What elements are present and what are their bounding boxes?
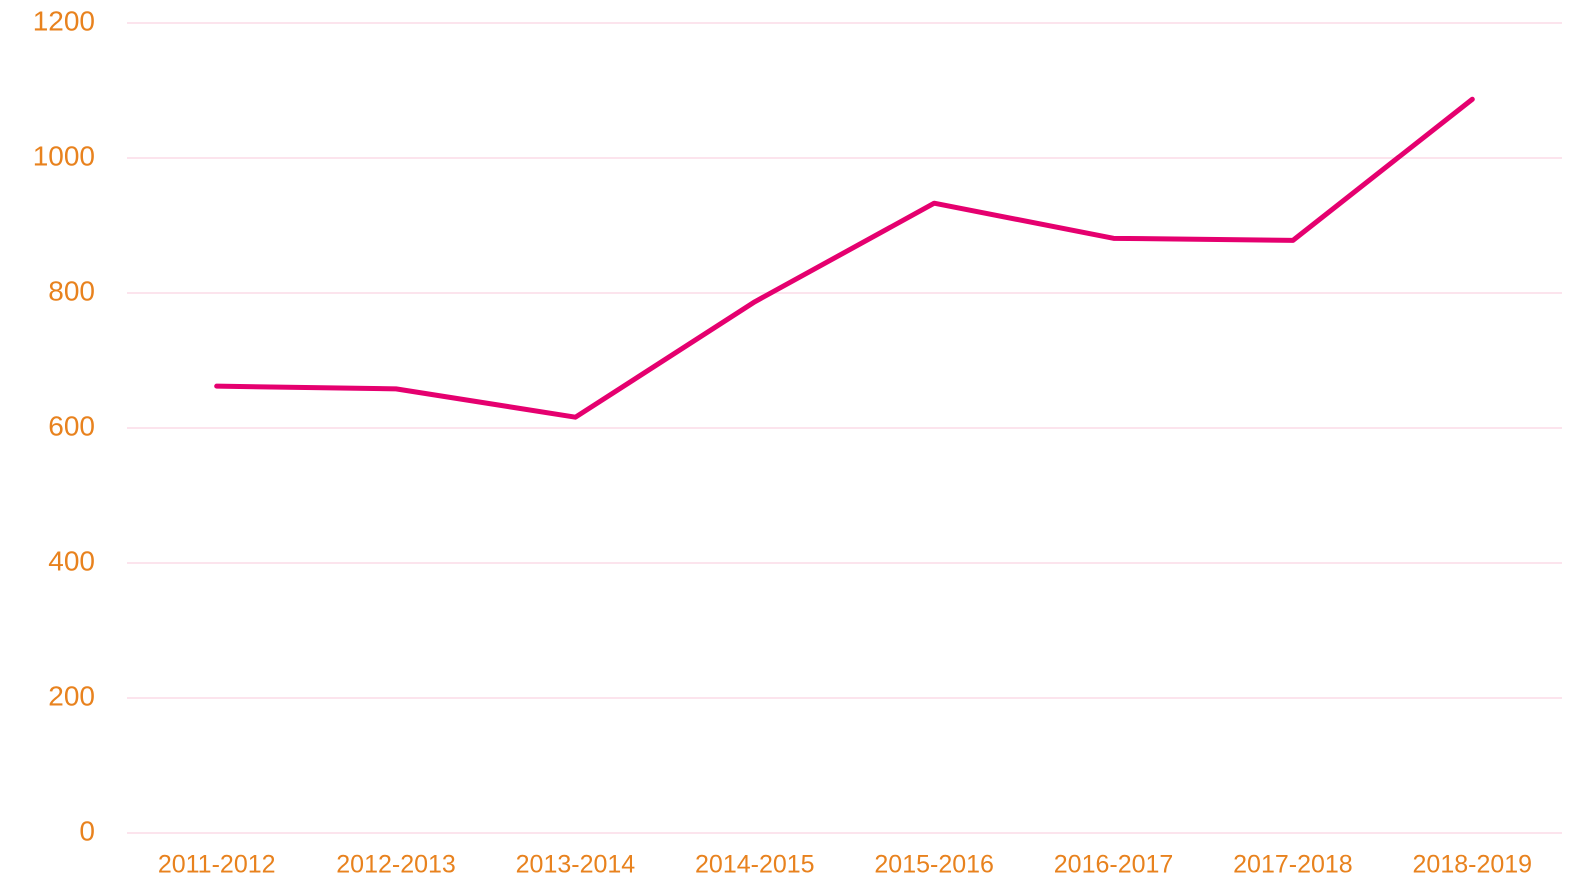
y-tick-label: 800 (48, 275, 95, 306)
x-tick-label: 2015-2016 (874, 851, 994, 879)
y-tick-label: 600 (48, 410, 95, 441)
y-tick-label: 1000 (33, 140, 95, 171)
x-tick-label: 2017-2018 (1233, 851, 1353, 879)
x-tick-label: 2011-2012 (158, 851, 276, 879)
x-tick-label: 2014-2015 (695, 851, 815, 879)
y-tick-label: 200 (48, 680, 95, 711)
y-tick-label: 1200 (33, 5, 95, 36)
y-tick-label: 400 (48, 545, 95, 576)
x-tick-label: 2018-2019 (1413, 851, 1533, 879)
x-tick-label: 2016-2017 (1054, 851, 1174, 879)
x-tick-label: 2012-2013 (336, 851, 456, 879)
y-tick-label: 0 (79, 815, 95, 846)
x-tick-label: 2013-2014 (516, 851, 636, 879)
data-line (214, 96, 1475, 420)
